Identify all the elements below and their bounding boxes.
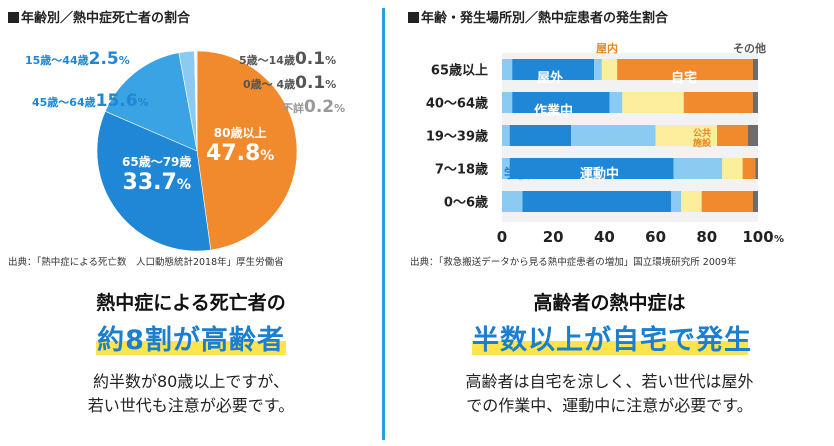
pie-slice — [104, 52, 198, 152]
bar-segment — [717, 125, 748, 146]
square-bullet-icon — [8, 12, 19, 23]
bar-segment — [594, 59, 602, 80]
bar-label-public: 公共施設 — [692, 129, 711, 149]
bar-segment — [502, 125, 510, 146]
legend-indoor: 屋内 — [596, 42, 618, 55]
bar-segment — [617, 59, 753, 80]
bar-segment — [512, 92, 610, 113]
category-label: 40〜64歳 — [426, 96, 488, 112]
section-divider — [382, 8, 385, 440]
bar-segment — [755, 158, 758, 179]
x-tick-label: 20 — [543, 228, 564, 246]
bar-segment — [571, 125, 656, 146]
bar-segment — [747, 125, 758, 146]
x-tick-label: 80 — [696, 228, 717, 246]
bar-label-outdoor: 屋外 — [537, 71, 564, 86]
left-highlight: 約8割が高齢者 — [96, 325, 286, 356]
left-body: 約半数が80歳以上ですが、 若い世代も注意が必要です。 — [87, 372, 295, 415]
category-label: 19〜39歳 — [426, 129, 488, 145]
stacked-bar-chart: 65歳以上 40〜64歳 19〜39歳 7〜18歳 0〜6歳 0 20 40 60 80 100% — [426, 53, 784, 246]
x-tick-label: 0 — [497, 228, 507, 246]
pie-label-15-44: 15歳〜44歳2.5% — [25, 49, 130, 69]
bar-segment — [522, 191, 671, 212]
pie-slice — [196, 50, 298, 251]
bar-label-school: 学校 — [504, 167, 531, 182]
bar-segment — [752, 191, 758, 212]
right-source: 出典：「救急搬送データから見る熱中症患者の増加」国立環境研究所 2009年 — [410, 257, 737, 268]
category-label: 65歳以上 — [431, 63, 488, 79]
bar-segment — [609, 92, 623, 113]
left-section-title: 年齢別／熱中症死亡者の割合 — [8, 7, 190, 26]
pie-label-80plus: 80歳以上 47.8% — [206, 126, 275, 166]
pie-slice — [195, 50, 198, 152]
bar-segment — [502, 59, 513, 80]
right-body: 高齢者は自宅を涼しく、若い世代は屋外 での作業中、運動中に注意が必要です。 — [465, 372, 754, 415]
bar-segment — [502, 191, 523, 212]
bar-segment — [683, 92, 753, 113]
bar-label-home: 自宅 — [671, 71, 698, 86]
right-highlight: 半数以上が自宅で発生 — [472, 325, 752, 356]
pie-slice — [96, 110, 212, 252]
bar-segment — [502, 92, 513, 113]
bar-segment — [722, 158, 743, 179]
pie-chart — [96, 50, 298, 252]
square-bullet-icon — [408, 12, 419, 23]
pie-label-0-4: 0歳〜 4歳0.1% — [243, 73, 337, 93]
bar-segment — [509, 158, 674, 179]
x-tick-label: 60 — [645, 228, 666, 246]
pie-label-45-64: 45歳〜64歳15.6% — [32, 91, 149, 111]
bar-segment — [502, 158, 510, 179]
legend-other: その他 — [733, 42, 766, 55]
bar-segment — [601, 59, 618, 80]
bar-segment — [673, 158, 723, 179]
bar-segment — [701, 191, 753, 212]
bar-segment — [752, 59, 758, 80]
bar-label-sports: 運動中 — [580, 167, 620, 182]
bar-segment — [681, 191, 702, 212]
bar-segment — [752, 92, 758, 113]
bar-segment — [742, 158, 756, 179]
bar-segment — [509, 125, 572, 146]
category-label: 0〜6歳 — [444, 195, 488, 211]
pie-label-unknown: 不詳0.2% — [282, 97, 346, 117]
x-tick-label: 100 — [742, 228, 773, 246]
x-unit-label: % — [774, 234, 784, 245]
category-label: 7〜18歳 — [435, 162, 488, 178]
right-section-title: 年齢・発生場所別／熱中症患者の発生割合 — [408, 7, 668, 26]
pie-label-5-14: 5歳〜14歳0.1% — [239, 49, 337, 69]
bar-segment — [512, 59, 595, 80]
left-source: 出典：「熱中症による死亡数 人口動態統計2018年」厚生労働省 — [8, 257, 284, 268]
bar-segment — [655, 125, 718, 146]
left-headline: 熱中症による死亡者の — [96, 292, 286, 314]
x-tick-label: 40 — [594, 228, 615, 246]
pie-label-65-79: 65歳〜79歳 33.7% — [122, 155, 192, 195]
right-headline: 高齢者の熱中症は — [533, 292, 686, 314]
bar-segment — [670, 191, 682, 212]
bar-segment — [622, 92, 684, 113]
bar-label-work: 作業中 — [534, 104, 574, 119]
